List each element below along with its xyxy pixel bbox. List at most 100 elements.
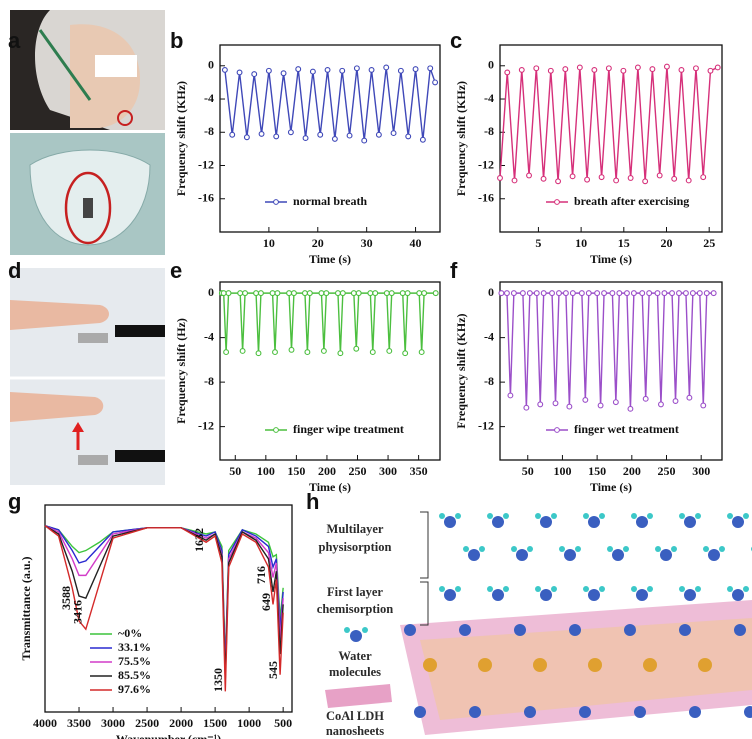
point xyxy=(244,135,249,140)
x-tick-label: 200 xyxy=(318,464,336,478)
legend-marker xyxy=(555,200,560,205)
hydrogen xyxy=(479,546,485,552)
point xyxy=(505,70,510,75)
x-tick-label: 1000 xyxy=(237,716,261,730)
hydrogen xyxy=(623,546,629,552)
hydrogen xyxy=(575,546,581,552)
point xyxy=(259,291,264,296)
hydrogen xyxy=(743,513,749,519)
point xyxy=(238,291,243,296)
y-tick-label: -16 xyxy=(478,191,494,205)
label: Multilayer xyxy=(327,522,384,536)
point xyxy=(628,176,633,181)
y-tick-label: -8 xyxy=(484,374,494,388)
illustration: Multilayer physisorption First layer che… xyxy=(317,512,752,738)
point xyxy=(307,291,312,296)
hydrogen xyxy=(487,513,493,519)
atom xyxy=(624,624,636,636)
atom xyxy=(414,706,426,718)
point xyxy=(512,178,517,183)
mask-box xyxy=(95,55,137,77)
x-tick-label: 350 xyxy=(410,464,428,478)
y-tick-label: -4 xyxy=(484,329,494,343)
panel-label: a xyxy=(8,28,21,53)
legend-label: normal breath xyxy=(293,194,367,208)
hydrogen xyxy=(599,586,605,592)
point xyxy=(332,137,337,142)
y-tick-label: -8 xyxy=(204,374,214,388)
oxygen xyxy=(684,516,696,528)
atom xyxy=(744,706,752,718)
x-tick-label: 10 xyxy=(575,236,587,250)
annotation: 545 xyxy=(266,661,280,679)
x-tick-label: 150 xyxy=(588,464,606,478)
point xyxy=(224,350,229,355)
point xyxy=(318,132,323,137)
series-line xyxy=(225,67,435,140)
x-tick-label: 250 xyxy=(658,464,676,478)
point xyxy=(657,173,662,178)
point xyxy=(614,178,619,183)
hydrogen xyxy=(607,546,613,552)
legend-marker xyxy=(274,200,279,205)
hydrogen xyxy=(679,586,685,592)
y-tick-label: -12 xyxy=(478,157,494,171)
panel-label: e xyxy=(170,258,182,283)
water-icon xyxy=(344,627,350,633)
point xyxy=(419,350,424,355)
point xyxy=(690,291,695,296)
annotation: 649 xyxy=(259,593,273,611)
point xyxy=(595,291,600,296)
point xyxy=(303,291,308,296)
point xyxy=(413,67,418,72)
x-tick-label: 100 xyxy=(553,464,571,478)
point xyxy=(534,291,539,296)
legend-label: breath after exercising xyxy=(574,194,689,208)
label: Water xyxy=(338,649,372,663)
x-tick-label: 3000 xyxy=(101,716,125,730)
x-tick-label: 20 xyxy=(312,236,324,250)
metal xyxy=(698,658,712,672)
point xyxy=(230,132,235,137)
hydrogen xyxy=(583,586,589,592)
x-tick-label: 100 xyxy=(257,464,275,478)
point xyxy=(499,291,504,296)
hydrogen xyxy=(727,586,733,592)
y-tick-label: 0 xyxy=(488,285,494,299)
point xyxy=(508,393,513,398)
oxygen xyxy=(708,549,720,561)
atom xyxy=(524,706,536,718)
hydrogen xyxy=(455,513,461,519)
y-axis-label: Frequency shift (KHz) xyxy=(454,313,468,428)
label: physisorption xyxy=(319,540,392,554)
point xyxy=(583,398,588,403)
point xyxy=(256,351,261,356)
atom xyxy=(404,624,416,636)
y-tick-label: 0 xyxy=(208,285,214,299)
point xyxy=(579,291,584,296)
point xyxy=(586,291,591,296)
point xyxy=(275,291,280,296)
point xyxy=(556,179,561,184)
hydrogen xyxy=(679,513,685,519)
point xyxy=(354,66,359,71)
x-tick-label: 250 xyxy=(349,464,367,478)
sensor xyxy=(78,333,108,343)
point xyxy=(672,176,677,181)
x-tick-label: 300 xyxy=(692,464,710,478)
point xyxy=(237,70,242,75)
label: molecules xyxy=(329,665,381,679)
metal xyxy=(643,658,657,672)
point xyxy=(687,395,692,400)
point xyxy=(592,68,597,73)
y-tick-label: 0 xyxy=(208,58,214,72)
oxygen xyxy=(588,516,600,528)
legend-label: 85.5% xyxy=(118,668,151,682)
point xyxy=(400,291,405,296)
point xyxy=(548,68,553,73)
point xyxy=(524,405,529,410)
point xyxy=(305,350,310,355)
point xyxy=(527,291,532,296)
point xyxy=(599,175,604,180)
oxygen xyxy=(540,516,552,528)
